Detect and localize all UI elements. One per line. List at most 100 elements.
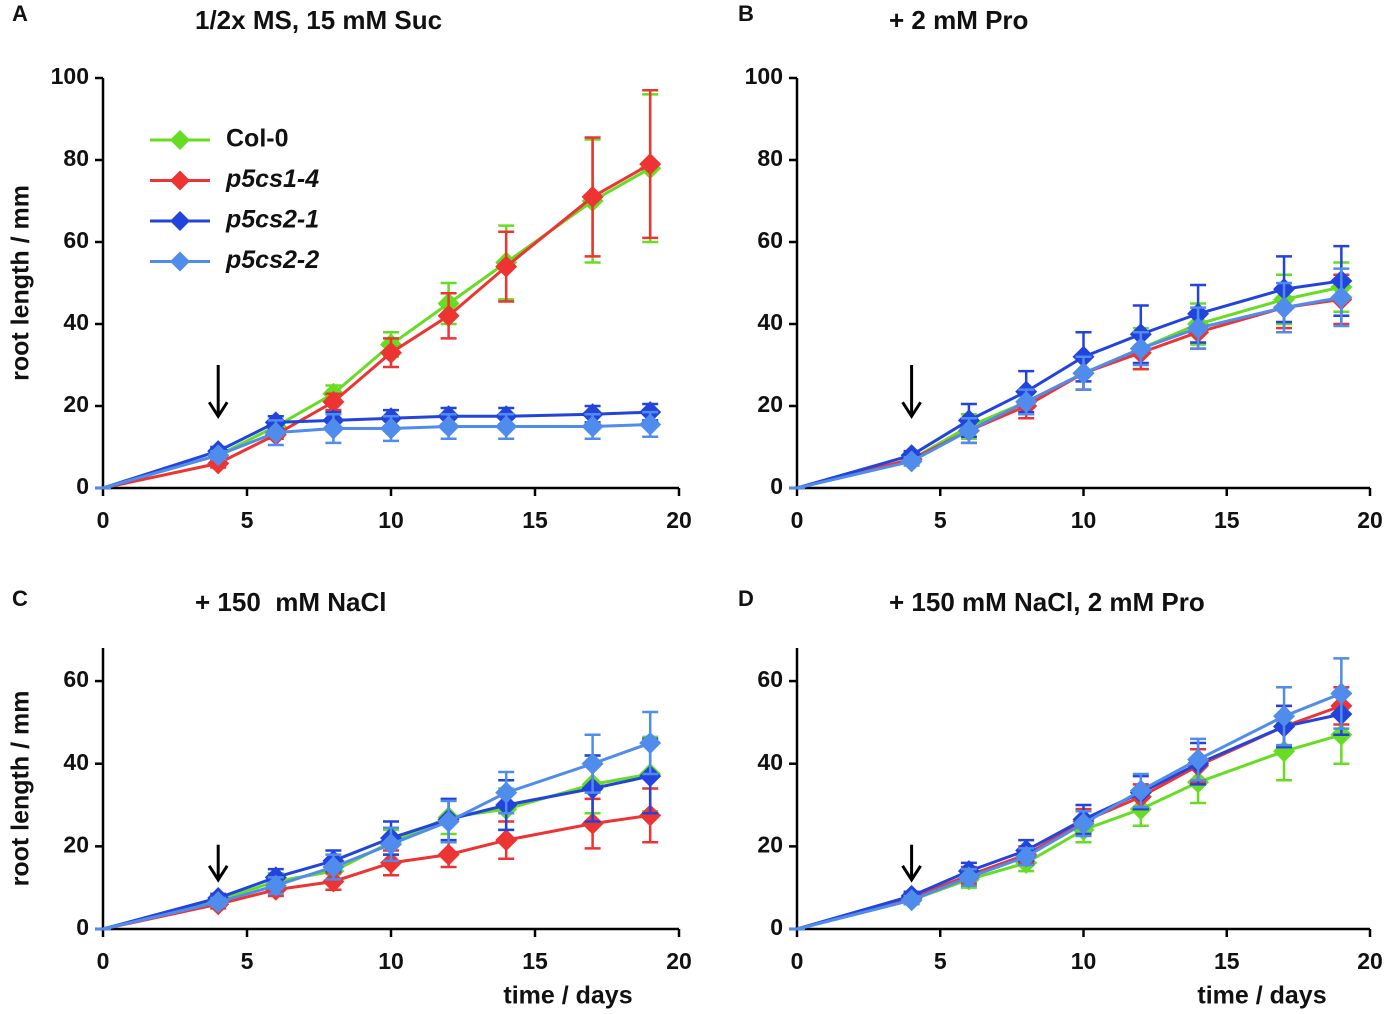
y-tick-label: 100 bbox=[745, 63, 783, 89]
marker bbox=[581, 415, 604, 438]
series-line bbox=[102, 813, 651, 931]
y-tick-label: 20 bbox=[757, 391, 783, 417]
legend-marker bbox=[170, 130, 190, 150]
y-tick-label: 60 bbox=[757, 227, 783, 253]
marker bbox=[639, 732, 662, 755]
y-tick-label: 60 bbox=[757, 666, 783, 692]
series-line bbox=[102, 774, 651, 931]
y-tick-label: 0 bbox=[770, 473, 783, 499]
marker bbox=[264, 874, 287, 897]
y-tick-label: 80 bbox=[757, 145, 783, 171]
y-axis-label: root length / mm bbox=[7, 185, 35, 381]
marker bbox=[322, 870, 345, 893]
y-tick-label: 40 bbox=[63, 749, 89, 775]
chart-title: + 150 mM NaCl, 2 mM Pro bbox=[889, 587, 1205, 617]
marker bbox=[1187, 317, 1210, 340]
x-tick-label: 15 bbox=[1214, 507, 1240, 533]
marker bbox=[437, 415, 460, 438]
marker bbox=[639, 413, 662, 436]
series-line bbox=[796, 295, 1342, 490]
x-tick-label: 0 bbox=[97, 948, 110, 974]
series-line bbox=[102, 741, 651, 931]
panel-label: C bbox=[12, 586, 28, 611]
x-tick-label: 20 bbox=[1357, 507, 1383, 533]
series-line bbox=[102, 422, 651, 490]
y-tick-label: 0 bbox=[76, 914, 89, 940]
series-line bbox=[796, 704, 1342, 931]
y-tick-label: 100 bbox=[51, 63, 89, 89]
x-tick-label: 0 bbox=[97, 507, 110, 533]
arrow-head bbox=[207, 401, 229, 420]
x-tick-label: 10 bbox=[378, 507, 404, 533]
marker bbox=[495, 255, 518, 278]
x-tick-label: 20 bbox=[666, 948, 692, 974]
panel-label: D bbox=[738, 586, 754, 611]
marker bbox=[380, 851, 402, 874]
legend-marker bbox=[170, 251, 190, 272]
marker bbox=[380, 833, 402, 856]
legend-marker bbox=[170, 211, 190, 231]
panel-label: A bbox=[12, 1, 28, 26]
arrow bbox=[901, 844, 922, 883]
marker bbox=[322, 390, 345, 413]
marker bbox=[639, 765, 662, 788]
marker bbox=[1330, 682, 1353, 705]
x-axis-label: time / days bbox=[503, 982, 632, 1010]
marker bbox=[900, 889, 923, 912]
series-line bbox=[796, 712, 1342, 931]
arrow bbox=[901, 365, 922, 420]
panel-label: B bbox=[738, 1, 754, 26]
marker bbox=[1015, 845, 1038, 868]
marker bbox=[322, 856, 345, 879]
x-tick-label: 10 bbox=[1071, 507, 1097, 533]
arrow-head bbox=[207, 865, 229, 883]
x-tick-label: 0 bbox=[791, 507, 804, 533]
legend-label: Col-0 bbox=[226, 125, 289, 153]
marker bbox=[1129, 779, 1152, 802]
y-tick-label: 0 bbox=[76, 473, 89, 499]
marker bbox=[1187, 748, 1210, 771]
legend-label: p5cs1-4 bbox=[225, 165, 319, 193]
x-tick-label: 15 bbox=[1214, 948, 1240, 974]
arrow bbox=[207, 844, 229, 883]
y-tick-label: 0 bbox=[770, 914, 783, 940]
series-line bbox=[102, 410, 651, 490]
marker bbox=[1015, 390, 1038, 413]
y-tick-label: 60 bbox=[63, 227, 89, 253]
x-tick-label: 5 bbox=[934, 948, 947, 974]
marker bbox=[1273, 296, 1296, 319]
marker bbox=[1129, 337, 1152, 360]
marker bbox=[495, 781, 518, 804]
series-line bbox=[796, 285, 1342, 490]
marker bbox=[581, 752, 604, 775]
y-tick-label: 40 bbox=[63, 309, 89, 335]
marker bbox=[207, 891, 230, 914]
marker bbox=[639, 153, 662, 176]
x-tick-label: 15 bbox=[522, 948, 548, 974]
marker bbox=[1273, 705, 1296, 728]
arrow-head bbox=[901, 401, 922, 420]
y-tick-label: 40 bbox=[757, 309, 783, 335]
x-tick-label: 15 bbox=[522, 507, 548, 533]
arrow-head bbox=[901, 865, 922, 883]
y-tick-label: 20 bbox=[63, 831, 89, 857]
y-tick-label: 20 bbox=[63, 391, 89, 417]
x-axis-label: time / days bbox=[1197, 982, 1326, 1010]
y-tick-label: 20 bbox=[757, 831, 783, 857]
marker bbox=[1330, 286, 1353, 309]
marker bbox=[380, 417, 402, 440]
chart-title: + 150 mM NaCl bbox=[195, 587, 386, 617]
series-line bbox=[796, 297, 1342, 490]
marker bbox=[207, 444, 230, 467]
marker bbox=[380, 341, 402, 364]
chart-title: 1/2x MS, 15 mM Suc bbox=[195, 5, 442, 35]
y-axis-label: root length / mm bbox=[7, 691, 35, 887]
marker bbox=[581, 812, 604, 835]
x-tick-label: 20 bbox=[1357, 948, 1383, 974]
x-tick-label: 5 bbox=[934, 507, 947, 533]
marker bbox=[1072, 812, 1095, 835]
marker bbox=[957, 419, 980, 442]
x-tick-label: 5 bbox=[241, 948, 254, 974]
marker bbox=[900, 450, 923, 473]
legend-label: p5cs2-2 bbox=[225, 246, 319, 274]
